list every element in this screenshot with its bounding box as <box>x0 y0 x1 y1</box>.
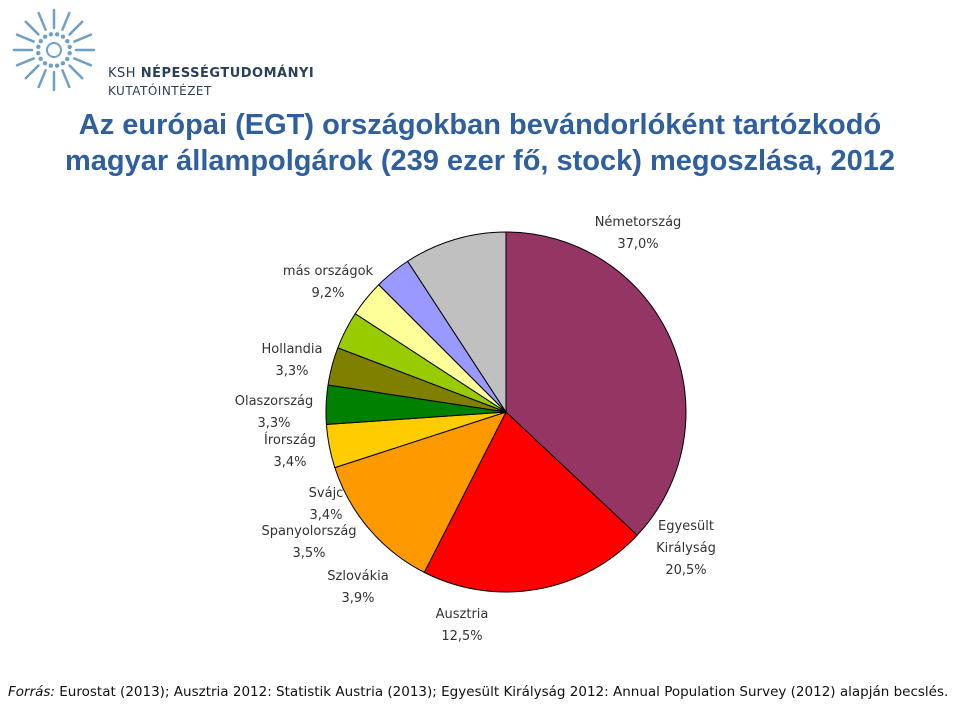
slice-name: Szlovákia <box>327 569 388 584</box>
source-note: Forrás: Eurostat (2013); Ausztria 2012: … <box>8 684 960 700</box>
slice-name: Ausztria <box>436 607 489 622</box>
slice-value: 3,4% <box>309 508 342 523</box>
logo-line1: KSH NÉPESSÉGTUDOMÁNYI <box>108 66 314 81</box>
slice-name: Írország <box>264 432 316 448</box>
slice-value: 3,3% <box>257 416 290 431</box>
slice-value: 3,5% <box>292 546 325 561</box>
source-text: Eurostat (2013); Ausztria 2012: Statisti… <box>54 684 949 700</box>
slice-value: 12,5% <box>441 629 482 644</box>
slice-name: Hollandia <box>262 342 323 357</box>
ksh-logo-mark-icon <box>12 8 96 92</box>
slice-label-10: más országok 9,2% <box>283 264 374 301</box>
logo-name: NÉPESSÉGTUDOMÁNYI <box>140 66 315 81</box>
slice-label-8: Olaszország 3,3% <box>235 394 314 431</box>
logo-prefix: KSH <box>108 66 141 81</box>
slice-name: Spanyolország <box>261 524 356 539</box>
slice-label-4: Szlovákia 3,9% <box>327 569 388 606</box>
ksh-logo: KSH NÉPESSÉGTUDOMÁNYI KUTATÓINTÉZET <box>8 6 314 98</box>
slice-label-3: Ausztria 12,5% <box>436 607 489 644</box>
pie-slice-2 <box>423 411 638 593</box>
slice-value: 3,3% <box>275 364 308 379</box>
chart-title-line2: magyar állampolgárok (239 ezer fő, stock… <box>64 145 896 177</box>
slice-name: Svájc <box>309 486 344 501</box>
slice-label-9: Hollandia 3,3% <box>262 342 323 379</box>
pie-slice-10 <box>406 231 507 414</box>
source-prefix: Forrás: <box>8 684 55 700</box>
slice-label-7: Írország 3,4% <box>264 432 316 470</box>
slice-name: más országok <box>283 264 374 279</box>
slice-label-1: Németország 37,0% <box>595 215 682 252</box>
slice-name: Egyesült <box>658 519 714 534</box>
slice-value: 20,5% <box>665 563 706 578</box>
slice-name: Olaszország <box>235 394 314 409</box>
slice-value: 3,4% <box>273 455 306 470</box>
slice-label-6: Svájc 3,4% <box>309 486 344 523</box>
slice-name: Királyság <box>656 541 716 556</box>
slice-value: 9,2% <box>311 286 344 301</box>
slice-value: 3,9% <box>341 591 374 606</box>
slice-value: 37,0% <box>617 237 658 252</box>
pie-slice-3 <box>334 411 507 574</box>
slice-name: Németország <box>595 215 682 230</box>
slice-label-5: Spanyolország 3,5% <box>261 524 356 561</box>
chart-title-line1: Az európai (EGT) országokban bevándorlók… <box>78 109 882 141</box>
logo-line2: KUTATÓINTÉZET <box>108 84 212 98</box>
pie-slice-1 <box>505 231 687 536</box>
slice-label-2: Egyesült Királyság 20,5% <box>656 519 716 578</box>
